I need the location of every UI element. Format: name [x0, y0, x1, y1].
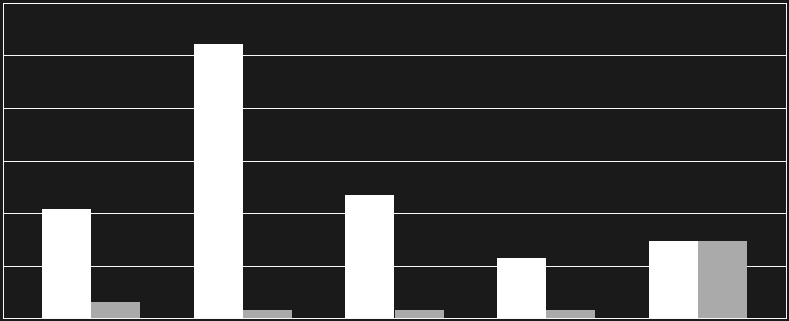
Bar [394, 310, 443, 318]
Bar [243, 310, 292, 318]
Bar [92, 302, 140, 318]
Bar [697, 241, 747, 318]
Bar [497, 258, 546, 318]
Bar [42, 209, 92, 318]
Bar [346, 195, 394, 318]
Bar [546, 310, 595, 318]
Bar [194, 44, 243, 318]
Bar [649, 241, 697, 318]
